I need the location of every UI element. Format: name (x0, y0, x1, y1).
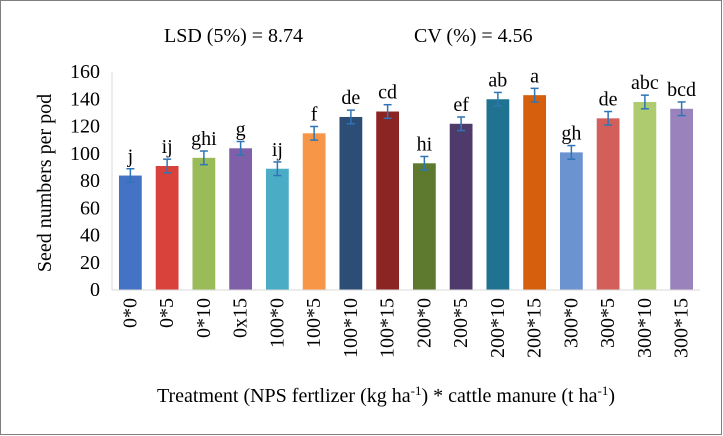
bar (449, 123, 473, 291)
significance-label: gh (561, 123, 581, 145)
x-tick-label: 100*5 (303, 298, 325, 348)
significance-label: de (341, 87, 360, 109)
y-axis-title: Seed numbers per pod (34, 94, 56, 272)
significance-label: hi (417, 133, 433, 155)
significance-label: ij (272, 139, 283, 161)
x-tick-label: 200*0 (413, 298, 435, 348)
significance-label: f (311, 104, 318, 126)
significance-label: ef (453, 94, 469, 116)
cv-label: CV (%) = 4.56 (414, 25, 533, 47)
plot-area: 0 20 40 60 80 100 120 140 160 j 0*0 ij 0*5 ghi 0*10 g 0x… (70, 61, 700, 358)
significance-label: abc (631, 72, 659, 94)
x-tick-label: 300*0 (560, 298, 582, 348)
y-tick-label: 100 (70, 143, 100, 165)
bar (376, 111, 400, 290)
x-tick-label: 0*5 (156, 298, 178, 328)
significance-label: ghi (191, 128, 217, 150)
bar (339, 116, 363, 291)
bar (412, 163, 436, 290)
x-tick-label: 0x15 (230, 298, 252, 338)
bar (559, 152, 583, 290)
bar (302, 133, 326, 290)
bar (155, 166, 179, 290)
y-tick-label: 0 (90, 279, 100, 301)
x-tick-label: 0*0 (119, 298, 141, 328)
bar (670, 108, 694, 290)
x-axis-title-part3: ) (608, 385, 615, 407)
bar (118, 175, 142, 290)
x-tick-label: 100*10 (340, 298, 362, 358)
x-tick-label: 100*15 (377, 298, 399, 358)
significance-label: cd (378, 82, 397, 104)
x-tick-label: 200*15 (524, 298, 546, 358)
bar (523, 95, 547, 290)
y-tick-label: 40 (80, 225, 100, 247)
y-tick-label: 140 (70, 88, 100, 110)
significance-label: ab (488, 69, 507, 91)
bar (486, 99, 510, 290)
x-tick-label: 200*5 (450, 298, 472, 348)
significance-label: de (599, 89, 618, 111)
x-tick-label: 200*10 (487, 298, 509, 358)
x-axis-title-sup1: -1 (411, 383, 422, 398)
bar (265, 168, 289, 290)
significance-label: a (530, 65, 539, 87)
bar (633, 101, 657, 290)
y-tick-label: 80 (80, 170, 100, 192)
y-tick-label: 120 (70, 116, 100, 138)
lsd-label: LSD (5%) = 8.74 (164, 25, 303, 47)
x-axis-title-part2: ) * cattle manure (t ha (421, 385, 597, 407)
x-axis-title-sup2: -1 (598, 383, 609, 398)
x-axis-title: Treatment (NPS fertlizer (kg ha-1) * cat… (157, 383, 615, 408)
bar (596, 118, 620, 290)
x-tick-label: 300*10 (634, 298, 656, 358)
x-tick-label: 0*10 (193, 298, 215, 338)
bar (229, 148, 253, 290)
significance-label: ij (162, 136, 173, 158)
significance-label: j (127, 146, 134, 168)
significance-label: bcd (667, 79, 696, 101)
x-axis-title-part1: Treatment (NPS fertlizer (kg ha (157, 385, 411, 407)
significance-label: g (236, 118, 246, 140)
x-tick-label: 300*15 (671, 298, 693, 358)
y-tick-label: 160 (70, 61, 100, 83)
x-tick-label: 100*0 (266, 298, 288, 348)
y-tick-label: 20 (80, 252, 100, 274)
bar (192, 157, 216, 290)
y-tick-label: 60 (80, 197, 100, 219)
x-tick-label: 300*5 (597, 298, 619, 348)
